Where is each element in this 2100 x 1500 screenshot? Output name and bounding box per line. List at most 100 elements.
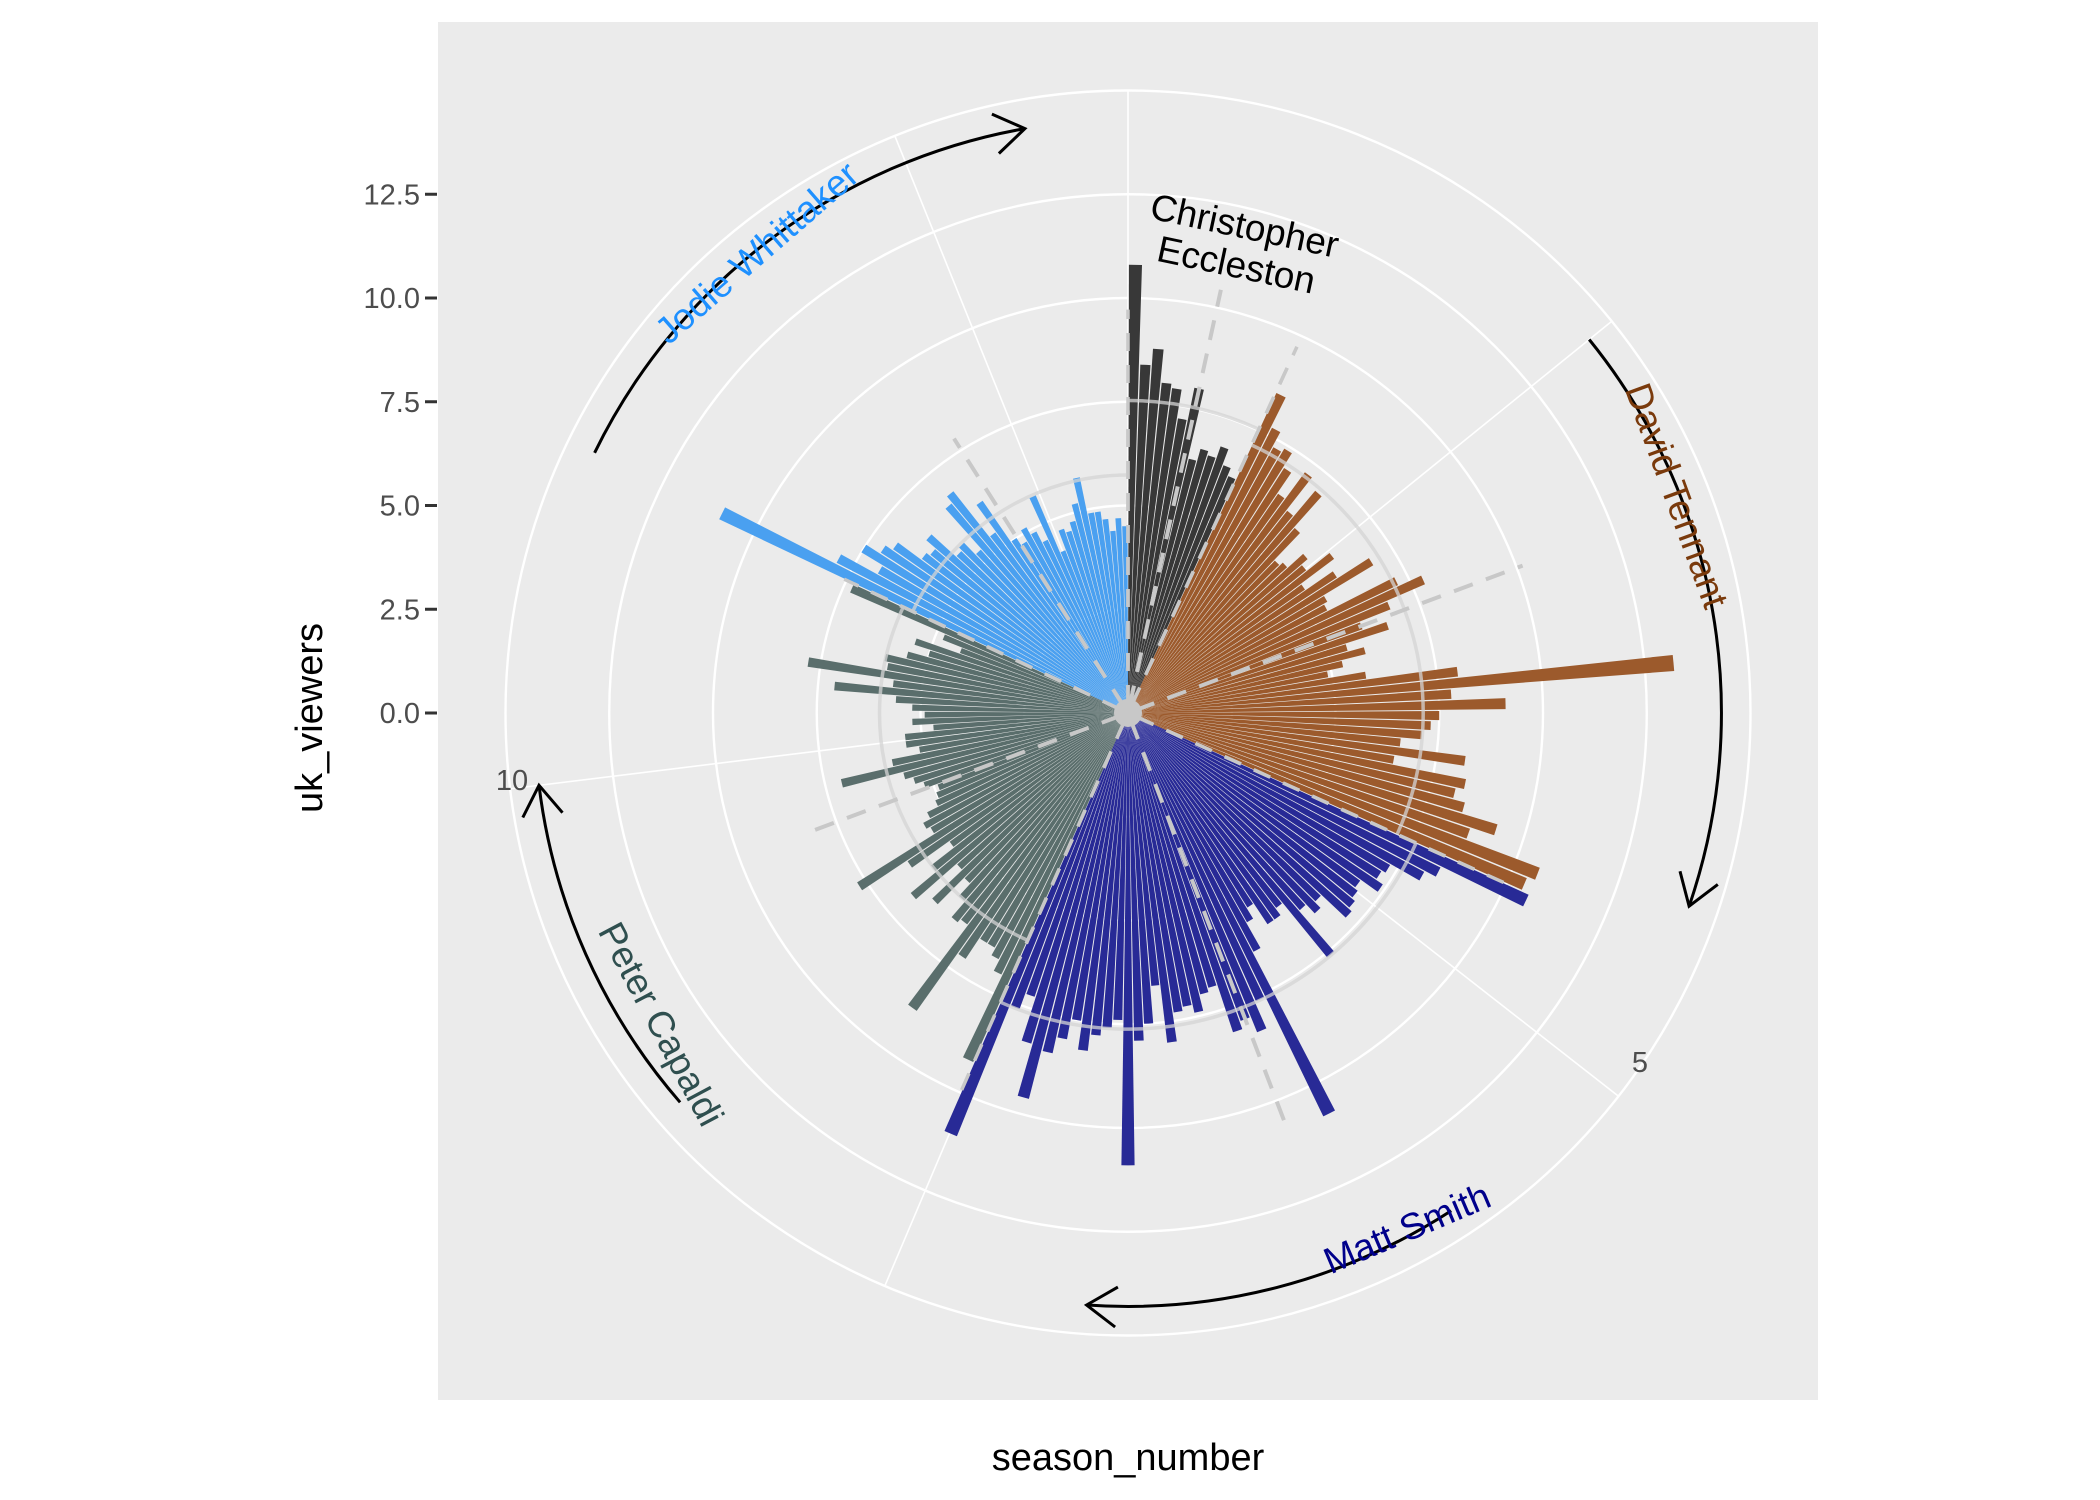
bar <box>1066 530 1128 713</box>
bar <box>1128 388 1182 713</box>
bar <box>1128 448 1209 713</box>
bar <box>1128 713 1529 907</box>
bar <box>893 542 1128 713</box>
bar <box>956 551 1128 713</box>
bar <box>913 713 1128 784</box>
bar <box>980 713 1128 943</box>
bar <box>1094 511 1128 713</box>
bar <box>1128 713 1192 1007</box>
bar <box>1128 713 1154 1024</box>
bar <box>1128 562 1288 713</box>
bar <box>1102 519 1128 713</box>
bar <box>1128 713 1466 789</box>
bar <box>1091 713 1128 1036</box>
angle-tick-label: 10 <box>496 765 528 797</box>
bar <box>1128 560 1280 713</box>
bar <box>1128 713 1321 914</box>
bar <box>1128 713 1401 747</box>
bar <box>945 503 1128 713</box>
bar <box>1128 713 1335 1117</box>
bar <box>1128 713 1355 908</box>
bar <box>836 554 1128 713</box>
bar <box>1021 713 1128 1044</box>
y-tick-label: 10.0 <box>364 283 420 315</box>
bar <box>1128 713 1466 766</box>
median-line <box>1134 563 1524 713</box>
bar <box>1128 713 1456 798</box>
bar <box>1128 647 1366 713</box>
bar <box>1060 550 1128 713</box>
bar <box>1128 713 1465 813</box>
bar <box>1128 558 1374 713</box>
bar <box>976 500 1128 713</box>
bar <box>1071 503 1128 713</box>
center-dot <box>1114 699 1142 727</box>
bar <box>1128 713 1274 925</box>
bar <box>884 654 1128 713</box>
bar <box>1128 698 1506 713</box>
bar <box>1128 655 1675 713</box>
bar <box>919 713 1128 753</box>
bar <box>1010 713 1128 1010</box>
bar <box>891 713 1128 767</box>
bar <box>1128 713 1144 1041</box>
arrow-head <box>1083 1285 1119 1329</box>
bar <box>1128 711 1440 721</box>
bar <box>958 713 1128 959</box>
bar <box>951 713 1128 923</box>
bar <box>942 634 1128 713</box>
bar <box>840 713 1128 788</box>
bar <box>1128 553 1308 713</box>
bar <box>1128 671 1329 713</box>
bar <box>1128 468 1292 713</box>
bar <box>1088 512 1128 713</box>
bar <box>1128 713 1321 902</box>
bar <box>1115 518 1128 713</box>
bar <box>947 491 1128 713</box>
bar <box>1069 520 1128 713</box>
bar <box>1128 565 1307 713</box>
bar <box>1128 713 1183 1013</box>
bar <box>1102 713 1128 1028</box>
bar <box>1128 458 1197 713</box>
arrow-layer <box>521 112 1723 1329</box>
y-tick-label: 12.5 <box>364 179 420 211</box>
bar <box>1128 447 1282 713</box>
bar <box>1128 713 1254 923</box>
bar <box>928 650 1128 713</box>
bar <box>892 680 1128 713</box>
bar <box>1128 601 1391 713</box>
bar <box>1026 713 1128 997</box>
bar <box>1128 713 1281 920</box>
bar <box>1128 393 1286 713</box>
bar <box>1073 477 1128 713</box>
bar <box>1128 713 1306 911</box>
bar <box>834 681 1128 713</box>
bar <box>1017 713 1128 1099</box>
y-tick-label: 0.0 <box>380 698 420 730</box>
bar <box>887 663 1128 713</box>
doctor-arrow <box>593 127 1026 454</box>
bar <box>987 713 1128 948</box>
bar <box>1128 713 1204 1013</box>
bar <box>932 713 1128 905</box>
bar <box>719 507 1128 713</box>
doctor-arrow <box>537 785 682 1104</box>
bar <box>914 638 1128 713</box>
summary-layer <box>811 289 1524 1130</box>
bar <box>906 651 1128 713</box>
doctor-arrow <box>1588 338 1723 907</box>
bar <box>1128 689 1452 713</box>
bar <box>1128 713 1335 958</box>
bar <box>936 713 1128 798</box>
bar <box>1128 575 1425 713</box>
arrow-head <box>1678 870 1719 909</box>
bar <box>1128 713 1282 908</box>
bar <box>959 648 1128 713</box>
bar <box>957 713 1128 870</box>
bar <box>1128 584 1305 713</box>
bar <box>1128 490 1322 713</box>
bar <box>1021 527 1128 713</box>
bar <box>857 713 1128 891</box>
bar <box>990 532 1128 713</box>
